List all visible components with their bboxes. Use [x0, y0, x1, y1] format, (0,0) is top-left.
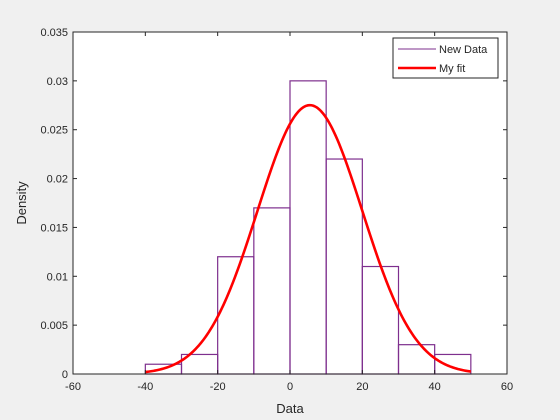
legend: New Data My fit [392, 37, 499, 79]
x-axis-ticks: -60 -40 -20 0 20 40 60 [65, 32, 513, 393]
x-tick-label: -20 [210, 381, 226, 393]
x-tick-label: 40 [429, 381, 441, 393]
y-tick-label: 0.03 [47, 76, 68, 88]
x-tick-label: -40 [137, 381, 153, 393]
y-axis-ticks: 0 0.005 0.01 0.015 0.02 0.025 0.03 0.035 [40, 27, 507, 381]
y-tick-label: 0.015 [40, 222, 68, 234]
y-tick-label: 0.01 [47, 271, 68, 283]
legend-label-my-fit: My fit [439, 63, 465, 75]
y-axis-label: Density [14, 181, 29, 225]
y-tick-label: 0.02 [47, 174, 68, 186]
x-tick-label: 0 [287, 381, 293, 393]
y-tick-label: 0 [62, 369, 68, 381]
y-tick-label: 0.035 [40, 27, 68, 39]
x-axis-label: Data [276, 401, 304, 416]
x-tick-label: 60 [501, 381, 513, 393]
x-tick-label: 20 [356, 381, 368, 393]
fit-curve [145, 103, 472, 374]
y-tick-label: 0.005 [40, 320, 68, 332]
legend-box [392, 37, 499, 79]
y-tick-label: 0.025 [40, 125, 68, 137]
legend-label-new-data: New Data [439, 44, 488, 56]
fit-curve-layer [145, 103, 472, 374]
x-tick-label: -60 [65, 381, 81, 393]
